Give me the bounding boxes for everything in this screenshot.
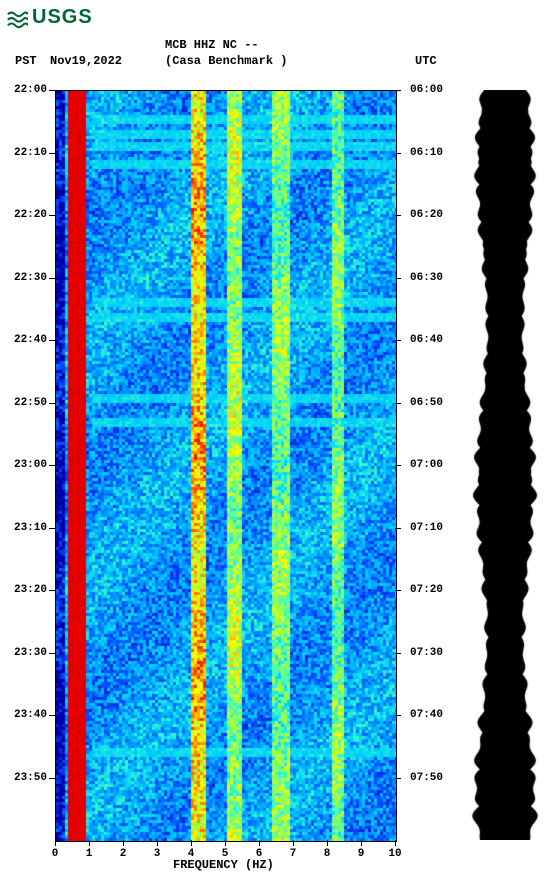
y-tick-left: 22:40 (14, 334, 47, 346)
utc-label: UTC (415, 54, 437, 68)
y-tick-right: 06:00 (410, 84, 443, 96)
y-tick-left: 23:10 (14, 522, 47, 534)
x-tick: 8 (324, 848, 331, 860)
station-name: (Casa Benchmark ) (165, 54, 287, 68)
y-tick-left: 22:00 (14, 84, 47, 96)
usgs-text: USGS (32, 6, 93, 29)
y-tick-left: 22:20 (14, 209, 47, 221)
x-tick: 9 (358, 848, 365, 860)
y-tick-right: 07:30 (410, 647, 443, 659)
y-tick-right: 07:00 (410, 459, 443, 471)
x-tick: 3 (154, 848, 161, 860)
y-tick-right: 06:10 (410, 147, 443, 159)
x-axis-label: FREQUENCY (HZ) (173, 858, 274, 872)
x-tick: 4 (188, 848, 195, 860)
y-tick-left: 23:50 (14, 772, 47, 784)
y-tick-left: 23:00 (14, 459, 47, 471)
x-tick: 1 (86, 848, 93, 860)
x-tick: 2 (120, 848, 127, 860)
y-tick-left: 22:10 (14, 147, 47, 159)
waveform-strip (470, 90, 540, 840)
x-tick: 6 (256, 848, 263, 860)
x-tick: 0 (52, 848, 59, 860)
x-tick: 10 (388, 848, 401, 860)
spectrogram-canvas (56, 91, 396, 841)
y-tick-right: 06:50 (410, 397, 443, 409)
usgs-logo: USGS (6, 6, 93, 29)
y-tick-left: 23:30 (14, 647, 47, 659)
x-tick: 7 (290, 848, 297, 860)
y-tick-left: 23:40 (14, 709, 47, 721)
y-tick-right: 06:20 (410, 209, 443, 221)
station-line: MCB HHZ NC -- (165, 38, 259, 52)
spectrogram-chart (55, 90, 397, 842)
y-tick-left: 22:50 (14, 397, 47, 409)
y-tick-right: 06:30 (410, 272, 443, 284)
wave-icon (6, 7, 28, 29)
y-tick-right: 07:10 (410, 522, 443, 534)
y-tick-right: 06:40 (410, 334, 443, 346)
y-tick-left: 22:30 (14, 272, 47, 284)
y-tick-right: 07:50 (410, 772, 443, 784)
y-tick-right: 07:40 (410, 709, 443, 721)
waveform-canvas (470, 90, 540, 840)
y-tick-left: 23:20 (14, 584, 47, 596)
x-tick: 5 (222, 848, 229, 860)
pst-label: PST (15, 54, 37, 68)
date-label: Nov19,2022 (50, 54, 122, 68)
y-tick-right: 07:20 (410, 584, 443, 596)
